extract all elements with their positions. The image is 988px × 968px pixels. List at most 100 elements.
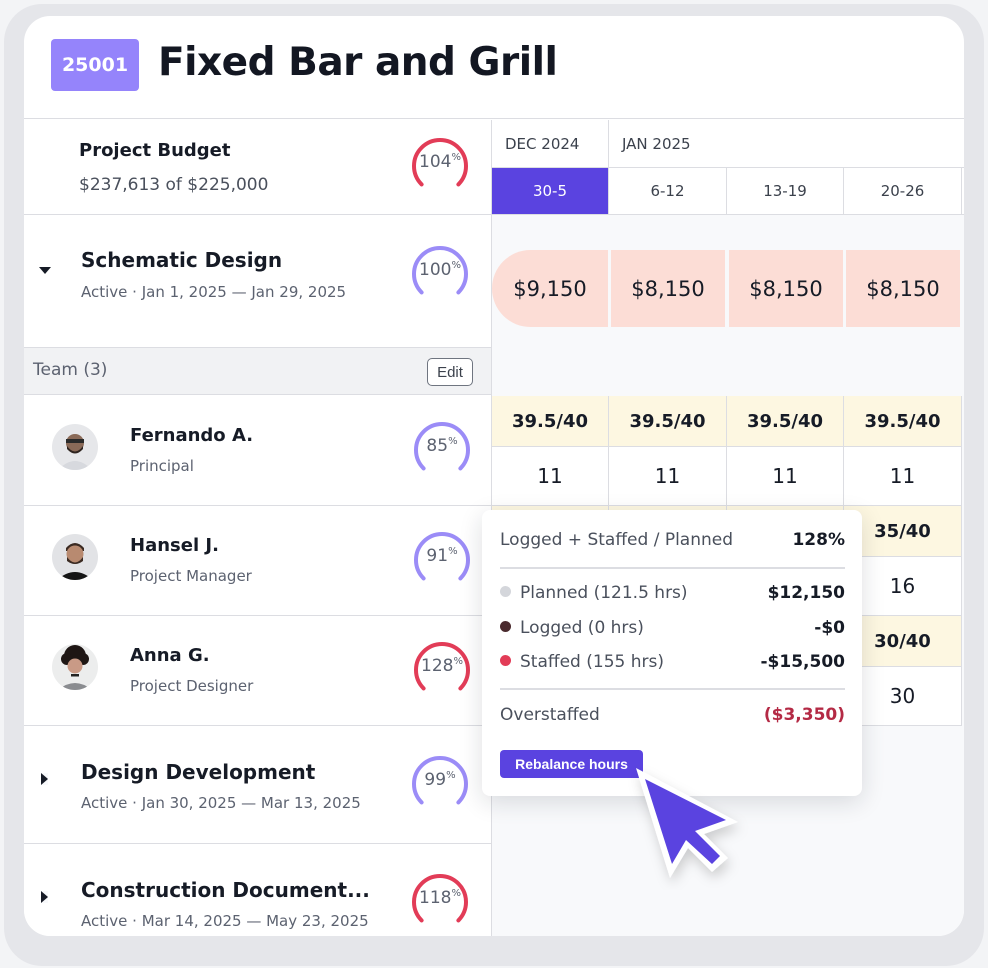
gauge-arc-icon xyxy=(412,756,468,805)
phase-name: Construction Document... xyxy=(81,878,370,902)
rebalance-hours-button[interactable]: Rebalance hours xyxy=(500,750,643,778)
month-label: JAN 2025 xyxy=(622,135,691,153)
gauge-arc-icon xyxy=(412,246,468,295)
caret-down-icon[interactable] xyxy=(39,267,51,274)
phase-pct: 100 xyxy=(419,260,452,280)
member-pct: 91 xyxy=(426,546,449,566)
month-divider xyxy=(608,120,609,168)
gauge-arc-icon xyxy=(414,422,470,471)
team-member-row[interactable]: Fernando A. Principal 85% xyxy=(24,396,491,506)
gauge-arc-icon xyxy=(414,532,470,581)
phase-row-design-development[interactable]: Design Development Active · Jan 30, 2025… xyxy=(24,726,491,844)
item-label: Staffed (155 hrs) xyxy=(520,652,664,672)
member-role: Project Designer xyxy=(130,677,254,695)
hours-cell[interactable]: 39.5/40 xyxy=(727,396,844,447)
popover-summary: Overstaffed ($3,350) xyxy=(500,705,845,725)
member-role: Project Manager xyxy=(130,567,252,585)
budget-pct: 104 xyxy=(419,152,452,172)
budget-title: Project Budget xyxy=(79,140,231,161)
popover-item-logged: Logged (0 hrs) -$0 xyxy=(500,618,845,638)
phase-name: Schematic Design xyxy=(81,248,283,272)
phase-meta: Active · Jan 1, 2025 — Jan 29, 2025 xyxy=(81,283,347,301)
project-title: Fixed Bar and Grill xyxy=(158,40,558,85)
member-gauge: 91% xyxy=(411,529,473,591)
avatar xyxy=(52,534,98,580)
phase-cost-cell[interactable]: $9,150 xyxy=(492,250,608,327)
phase-row-construction-documents[interactable]: Construction Document... Active · Mar 14… xyxy=(24,844,491,936)
budget-row: Project Budget $237,613 of $225,000 104% xyxy=(24,120,491,215)
month-label: DEC 2024 xyxy=(505,135,580,153)
popover-header-value: 128% xyxy=(792,530,845,550)
caret-right-icon[interactable] xyxy=(41,773,48,785)
popover-item-planned: Planned (121.5 hrs) $12,150 xyxy=(500,583,845,603)
phase-name: Design Development xyxy=(81,760,316,784)
staffed-cell[interactable]: 11 xyxy=(609,447,727,506)
mouse-cursor-icon xyxy=(636,768,738,878)
summary-value: ($3,350) xyxy=(763,705,845,725)
month-header: DEC 2024 JAN 2025 xyxy=(492,120,964,168)
project-id-badge: 25001 xyxy=(51,39,139,91)
budget-gauge: 104% xyxy=(409,135,471,197)
member-name: Fernando A. xyxy=(130,425,254,446)
budget-amount: $237,613 of $225,000 xyxy=(79,175,269,195)
member-pct: 85 xyxy=(426,436,449,456)
item-label: Logged (0 hrs) xyxy=(520,618,644,638)
staffed-cell[interactable]: 11 xyxy=(844,447,962,506)
popover-header: Logged + Staffed / Planned 128% xyxy=(500,530,845,550)
phase-gauge: 118% xyxy=(409,871,471,933)
member-name: Hansel J. xyxy=(130,535,219,556)
project-card: 25001 Fixed Bar and Grill Project Budget… xyxy=(24,16,964,936)
divider xyxy=(500,688,845,690)
staffing-popover: Logged + Staffed / Planned 128% Planned … xyxy=(482,510,862,796)
phase-meta: Active · Mar 14, 2025 — May 23, 2025 xyxy=(81,912,369,930)
week-tab[interactable]: 20-26 xyxy=(844,168,962,214)
member-name: Anna G. xyxy=(130,645,210,666)
phase-row-schematic-design[interactable]: Schematic Design Active · Jan 1, 2025 — … xyxy=(24,216,491,348)
phase-cost-cell[interactable]: $8,150 xyxy=(611,250,725,327)
phase-pct: 118 xyxy=(419,888,452,908)
phase-cost-cell[interactable]: $8,150 xyxy=(729,250,843,327)
popover-header-label: Logged + Staffed / Planned xyxy=(500,530,734,550)
item-label: Planned (121.5 hrs) xyxy=(520,583,688,603)
item-value: -$15,500 xyxy=(760,652,846,672)
phase-meta: Active · Jan 30, 2025 — Mar 13, 2025 xyxy=(81,794,361,812)
logged-dot-icon xyxy=(500,621,511,632)
hours-cell[interactable]: 39.5/40 xyxy=(844,396,962,447)
week-tab[interactable]: 13-19 xyxy=(727,168,844,214)
member-pct: 128 xyxy=(421,656,454,676)
team-header: Team (3) Edit xyxy=(24,348,491,395)
avatar xyxy=(52,424,98,470)
hours-cell[interactable]: 30/40 xyxy=(844,616,962,667)
team-member-row[interactable]: Hansel J. Project Manager 91% xyxy=(24,506,491,616)
hours-cell[interactable]: 39.5/40 xyxy=(492,396,609,447)
avatar xyxy=(52,644,98,690)
staffed-dot-icon xyxy=(500,655,511,666)
member-gauge: 128% xyxy=(411,639,473,701)
divider xyxy=(500,567,845,569)
caret-right-icon[interactable] xyxy=(41,891,48,903)
edit-team-button[interactable]: Edit xyxy=(427,358,473,386)
phase-pct: 99 xyxy=(424,770,447,790)
member-gauge: 85% xyxy=(411,419,473,481)
staffed-cell[interactable]: 11 xyxy=(492,447,609,506)
item-value: $12,150 xyxy=(767,583,845,603)
week-header: 30-5 6-12 13-19 20-26 xyxy=(492,168,964,215)
team-member-row[interactable]: Anna G. Project Designer 128% xyxy=(24,616,491,726)
gauge-arc-icon xyxy=(414,642,470,691)
phase-gauge: 100% xyxy=(409,243,471,305)
hours-cell[interactable]: 35/40 xyxy=(844,506,962,557)
summary-label: Overstaffed xyxy=(500,705,600,725)
staffed-cell[interactable]: 11 xyxy=(727,447,844,506)
phase-cost-cell[interactable]: $8,150 xyxy=(846,250,960,327)
planned-dot-icon xyxy=(500,586,511,597)
popover-item-staffed: Staffed (155 hrs) -$15,500 xyxy=(500,652,845,672)
hours-cell[interactable]: 39.5/40 xyxy=(609,396,727,447)
project-header: 25001 Fixed Bar and Grill xyxy=(24,16,964,119)
gauge-arc-icon xyxy=(412,874,468,923)
gauge-arc-icon xyxy=(412,138,468,187)
staffed-cell[interactable]: 16 xyxy=(844,557,962,616)
week-tab-active[interactable]: 30-5 xyxy=(492,168,609,214)
staffed-cell[interactable]: 30 xyxy=(844,667,962,726)
phase-gauge: 99% xyxy=(409,753,471,815)
week-tab[interactable]: 6-12 xyxy=(609,168,727,214)
